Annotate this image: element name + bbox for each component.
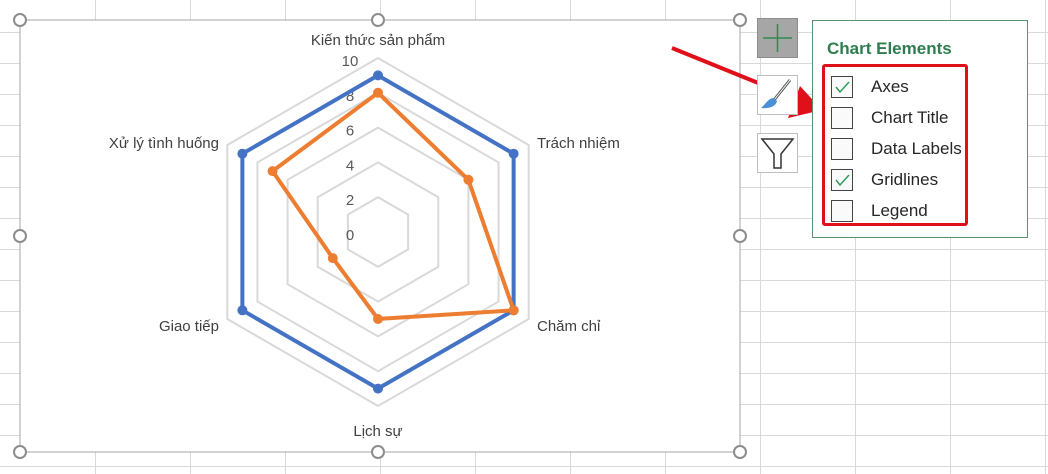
chart-element-label: Legend xyxy=(871,201,928,220)
checkbox[interactable] xyxy=(831,138,853,160)
funnel-icon xyxy=(760,138,795,169)
gridline-ring xyxy=(226,56,530,408)
checkbox[interactable] xyxy=(831,169,853,191)
data-point[interactable] xyxy=(267,166,278,177)
data-point[interactable] xyxy=(373,70,383,81)
category-label: Giao tiếp xyxy=(159,318,219,335)
category-label: Lịch sự xyxy=(353,423,402,440)
chart-element-gridlines[interactable]: Gridlines xyxy=(831,168,938,192)
data-point[interactable] xyxy=(237,148,248,159)
series[interactable] xyxy=(237,70,519,394)
chart-element-label: Data Labels xyxy=(871,139,962,158)
category-label: Chăm chỉ xyxy=(537,318,601,335)
resize-handle[interactable] xyxy=(733,13,747,27)
chart-element-chart-title[interactable]: Chart Title xyxy=(831,106,948,130)
resize-handle[interactable] xyxy=(733,445,747,459)
data-point[interactable] xyxy=(327,253,338,264)
checkbox[interactable] xyxy=(831,76,853,98)
data-point[interactable] xyxy=(508,305,519,316)
data-point[interactable] xyxy=(463,174,474,185)
chart-styles-button[interactable] xyxy=(757,75,798,115)
axis-ticks: 0 2 4 6 8 10 xyxy=(342,53,359,244)
tick-label: 4 xyxy=(346,157,354,174)
data-point[interactable] xyxy=(508,148,519,159)
resize-handle[interactable] xyxy=(371,445,385,459)
category-label: Trách nhiệm xyxy=(537,135,620,152)
category-label: Kiến thức sản phẩm xyxy=(311,32,445,49)
tick-label: 10 xyxy=(342,53,359,70)
checkmark-icon xyxy=(835,81,850,94)
resize-handle[interactable] xyxy=(371,13,385,27)
gridline-ring xyxy=(346,196,410,268)
checkbox[interactable] xyxy=(831,107,853,129)
chart-element-data-labels[interactable]: Data Labels xyxy=(831,137,962,161)
chart-elements-panel: Chart Elements Axes Chart Title Data Label… xyxy=(812,20,1028,238)
resize-handles[interactable] xyxy=(13,13,747,459)
category-labels: Kiến thức sản phẩm Trách nhiệm Chăm chỉ Lịc… xyxy=(109,32,620,440)
resize-handle[interactable] xyxy=(733,229,747,243)
data-point[interactable] xyxy=(237,305,248,316)
data-point[interactable] xyxy=(373,383,383,394)
plus-icon xyxy=(763,24,792,52)
chart-filters-button[interactable] xyxy=(757,133,798,173)
data-point[interactable] xyxy=(373,87,383,98)
checkbox[interactable] xyxy=(831,200,853,222)
tick-label: 2 xyxy=(346,192,354,209)
chart-element-axes[interactable]: Axes xyxy=(831,75,909,99)
category-label: Xử lý tình huống xyxy=(109,135,219,152)
highlight-box xyxy=(822,64,968,226)
tick-label: 0 xyxy=(346,227,354,244)
chart-elements-button[interactable] xyxy=(757,18,798,58)
chart-element-label: Chart Title xyxy=(871,108,949,127)
chart-element-label: Axes xyxy=(871,77,909,96)
gridline-ring xyxy=(256,91,500,373)
tick-label: 6 xyxy=(346,123,354,140)
checkmark-icon xyxy=(835,174,850,187)
data-point[interactable] xyxy=(373,314,383,324)
brush-icon xyxy=(761,79,792,109)
resize-handle[interactable] xyxy=(13,445,27,459)
gridline-ring xyxy=(316,161,440,303)
tick-label: 8 xyxy=(346,88,354,105)
panel-title: Chart Elements xyxy=(827,39,952,58)
chart-element-legend[interactable]: Legend xyxy=(831,199,928,223)
chart-element-label: Gridlines xyxy=(871,170,939,189)
resize-handle[interactable] xyxy=(13,229,27,243)
resize-handle[interactable] xyxy=(13,13,27,27)
